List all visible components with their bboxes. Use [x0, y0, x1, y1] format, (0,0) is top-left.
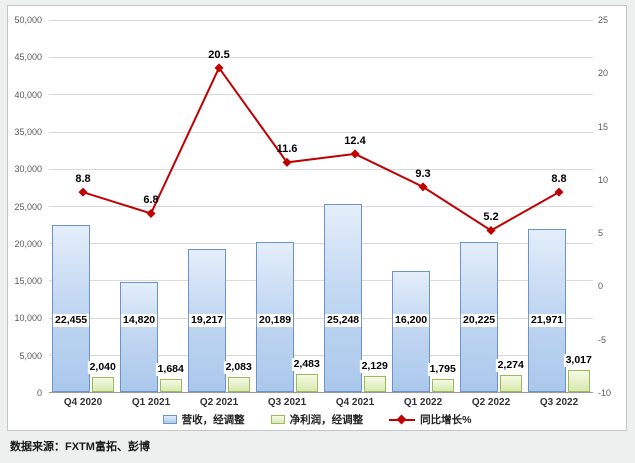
- growth-value-label: 5.2: [483, 211, 499, 224]
- left-axis-tick: 50,000: [14, 15, 42, 25]
- revenue-value-label: 20,225: [461, 313, 498, 327]
- right-axis-tick: 5: [598, 228, 604, 239]
- line-marker-diamond: [78, 187, 88, 197]
- profit-bar: [499, 375, 522, 392]
- category-label: Q4 2020: [63, 397, 103, 408]
- revenue-value-label: 22,455: [53, 313, 90, 327]
- revenue-value-label: 14,820: [121, 313, 158, 327]
- right-axis-tick: -5: [598, 334, 607, 345]
- growth-value-label: 6.8: [143, 194, 159, 207]
- category-label: Q1 2021: [131, 397, 171, 408]
- right-axis-tick: 20: [598, 68, 609, 79]
- revenue-legend-label: 营收，经调整: [181, 413, 245, 426]
- legend-item-revenue: 营收，经调整: [162, 412, 245, 427]
- profit-bar: [91, 376, 114, 392]
- left-axis-tick: 30,000: [14, 164, 42, 175]
- revenue-value-label: 20,189: [257, 313, 294, 327]
- category-label: Q3 2022: [539, 397, 579, 408]
- plot-area: 22,455 2,040 14,820 1,684 19,217 2,083 20,189 2…: [49, 20, 594, 393]
- right-axis-tick: 10: [598, 174, 609, 185]
- legend-item-profit: 净利润，经调整: [270, 412, 364, 427]
- left-axis-tick: 5,000: [19, 350, 42, 361]
- revenue-bar: [527, 228, 567, 392]
- chart-panel: 50,000 45,000 40,000 35,000 30,000 25,000 20,0…: [7, 5, 627, 431]
- revenue-value-label: 25,248: [325, 313, 362, 327]
- source-note: 数据来源：FXTM富拓、彭博: [10, 441, 150, 453]
- profit-bar: [363, 376, 386, 392]
- category-label: Q1 2022: [403, 397, 443, 408]
- profit-bar: [295, 373, 318, 392]
- revenue-value-label: 19,217: [189, 313, 226, 327]
- profit-bar: [431, 378, 454, 392]
- gridline: [49, 243, 593, 245]
- line-marker-diamond: [146, 208, 156, 218]
- growth-value-label: 12.4: [344, 134, 366, 147]
- growth-value-label: 9.3: [415, 167, 431, 180]
- category-axis: Q4 2020 Q1 2021 Q2 2021 Q3 2021 Q4 2021 Q1 20…: [49, 394, 593, 410]
- gridline: [49, 57, 593, 59]
- profit-value-label: 2,274: [495, 359, 526, 373]
- growth-line: [78, 63, 564, 235]
- legend: 营收，经调整 净利润，经调整 同比增长%: [8, 410, 626, 428]
- profit-legend-label: 净利润，经调整: [289, 413, 364, 426]
- left-axis-tick: 40,000: [14, 89, 42, 100]
- profit-value-label: 1,684: [155, 363, 186, 377]
- revenue-value-label: 21,971: [529, 313, 566, 327]
- growth-value-label: 11.6: [276, 143, 298, 156]
- gridline: [49, 280, 593, 282]
- profit-legend-swatch: [270, 414, 285, 424]
- profit-bar: [159, 379, 182, 392]
- category-label: Q4 2021: [335, 397, 375, 408]
- right-axis-tick: 25: [598, 15, 609, 25]
- left-axis-tick: 35,000: [14, 126, 42, 137]
- revenue-bar: [323, 204, 363, 392]
- line-marker-diamond: [418, 182, 428, 192]
- left-axis-tick: 20,000: [14, 238, 42, 249]
- gridline: [49, 131, 593, 133]
- line-marker-diamond: [486, 225, 496, 235]
- left-axis-tick: 10,000: [14, 313, 42, 324]
- gridline: [49, 317, 593, 319]
- left-axis-tick: 45,000: [14, 52, 42, 63]
- gridline: [49, 168, 593, 170]
- profit-bar: [567, 369, 590, 392]
- category-label: Q2 2021: [199, 397, 239, 408]
- gridline: [49, 20, 593, 21]
- profit-value-label: 1,795: [427, 362, 458, 376]
- right-axis-tick: 15: [598, 121, 609, 132]
- legend-item-growth: 同比增长%: [389, 412, 471, 427]
- revenue-bar: [391, 271, 431, 392]
- growth-value-label: 20.5: [208, 48, 230, 61]
- legend-diamond-icon: [396, 414, 407, 424]
- line-marker-diamond: [282, 157, 292, 167]
- gridline: [49, 206, 593, 207]
- left-value-axis: 50,000 45,000 40,000 35,000 30,000 25,000 20,0…: [8, 15, 45, 398]
- profit-value-label: 2,483: [291, 357, 322, 371]
- revenue-bar: [119, 281, 159, 392]
- category-label: Q3 2021: [267, 397, 307, 408]
- profit-value-label: 3,017: [563, 353, 594, 367]
- revenue-value-label: 16,200: [393, 313, 430, 327]
- line-marker-diamond: [350, 149, 360, 159]
- growth-legend-label: 同比增长%: [420, 413, 472, 426]
- right-percent-axis: 25 20 15 10 5 0 -5 -10: [594, 15, 624, 398]
- profit-bar: [227, 376, 250, 392]
- revenue-legend-swatch: [162, 414, 177, 424]
- left-axis-tick: 0: [36, 388, 42, 398]
- growth-legend-marker: [389, 414, 416, 424]
- growth-value-label: 8.8: [75, 173, 91, 186]
- gridline: [49, 354, 593, 356]
- profit-value-label: 2,129: [359, 360, 390, 374]
- line-marker-diamond: [554, 187, 564, 197]
- revenue-bar: [51, 224, 91, 392]
- right-axis-tick: 0: [598, 281, 604, 292]
- growth-value-label: 8.8: [551, 173, 567, 186]
- profit-value-label: 2,040: [87, 360, 118, 374]
- profit-value-label: 2,083: [223, 360, 254, 374]
- category-label: Q2 2022: [471, 397, 511, 408]
- gridline: [49, 94, 593, 96]
- right-axis-tick: -10: [598, 388, 612, 398]
- left-axis-tick: 15,000: [14, 276, 42, 287]
- left-axis-tick: 25,000: [14, 201, 42, 212]
